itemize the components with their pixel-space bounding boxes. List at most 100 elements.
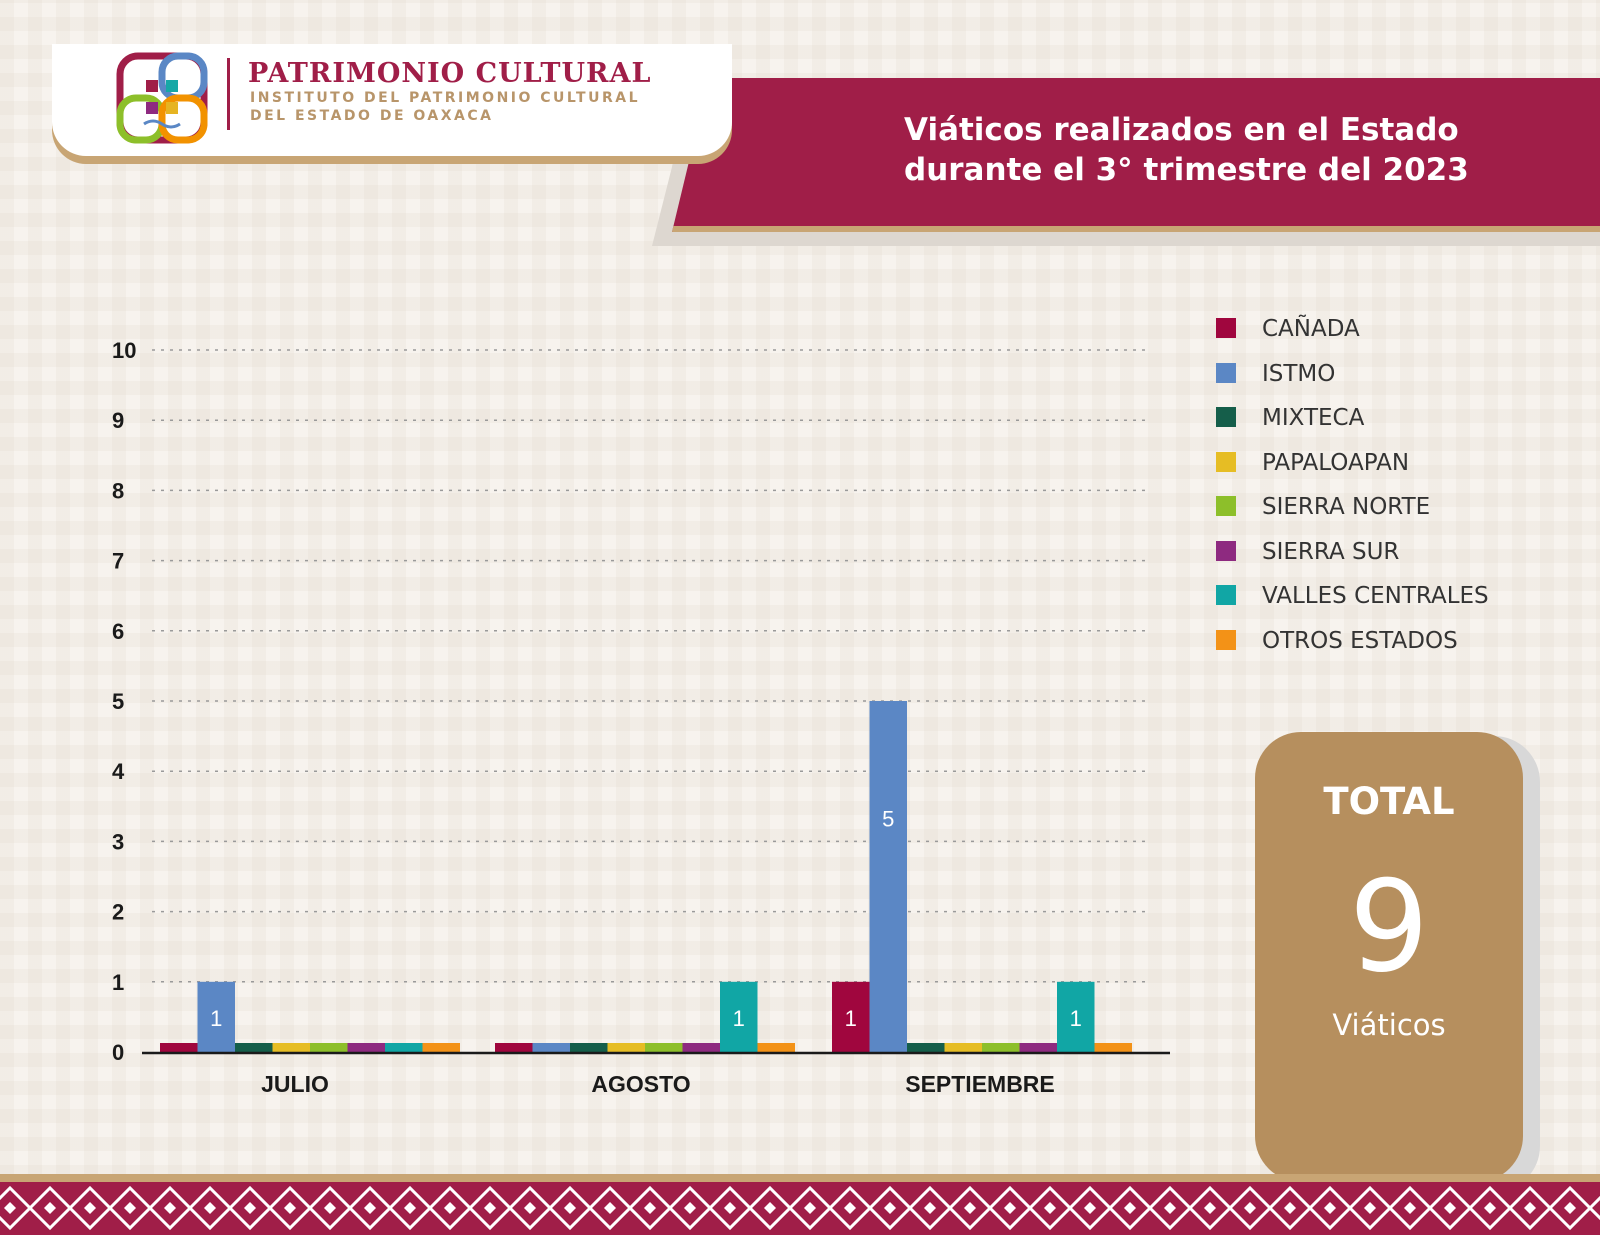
footer-diamond-core [44,1202,56,1214]
legend-label: VALLES CENTRALES [1262,583,1489,609]
bar-valles-centrales-julio [385,1043,423,1052]
total-card: TOTAL 9 Viáticos [1255,732,1523,1182]
bar-istmo-julio [197,981,235,1052]
footer-diamond-core [1484,1202,1496,1214]
footer-diamond-core [1564,1202,1576,1214]
footer-diamond-core [164,1202,176,1214]
footer-diamond-core [1364,1202,1376,1214]
oaxaca-emblem-icon [116,52,208,144]
footer-diamond-core [884,1202,896,1214]
bar-mixteca-agosto [570,1043,608,1052]
legend-swatch [1216,318,1236,338]
legend-label: PAPALOAPAN [1262,449,1410,476]
chart-title: Viáticos realizados en el Estado durante… [904,112,1469,188]
footer-diamond-core [964,1202,976,1214]
footer-diamond-core [1404,1202,1416,1214]
footer-diamond-core [324,1202,336,1214]
total-unit: Viáticos [1332,1008,1446,1042]
bar-istmo-septiembre [869,701,907,1052]
legend-label: SIERRA NORTE [1262,494,1431,520]
x-axis-labels: JULIO AGOSTO SEPTIEMBRE [261,1071,1055,1097]
x-tick-label-julio: JULIO [261,1071,329,1097]
y-tick-label: 10 [112,338,136,363]
x-tick-label-septiembre: SEPTIEMBRE [905,1071,1055,1097]
footer-diamond-core [364,1202,376,1214]
footer-diamond-core [1084,1202,1096,1214]
legend-swatch [1216,629,1236,650]
bar-data-label: 1 [1070,1006,1082,1031]
footer-diamond-core [684,1202,696,1214]
y-tick-label: 9 [112,408,124,433]
logo-subtitle-institute: INSTITUTO DEL PATRIMONIO CULTURAL [250,90,640,106]
chart-bars: 1 1 1 5 1 [160,701,1132,1052]
footer-diamond-core [1044,1202,1056,1214]
legend-label: MIXTECA [1262,405,1365,431]
legend-label: OTROS ESTADOS [1262,627,1458,654]
bar-papaloapan-agosto [607,1043,645,1052]
footer-diamond-core [444,1202,456,1214]
footer-diamond-core [1124,1202,1136,1214]
footer-diamond-core [1164,1202,1176,1214]
bar-otros-estados-septiembre [1094,1043,1132,1052]
footer-diamond-core [204,1202,216,1214]
footer-diamond-core [4,1202,16,1214]
y-tick-label: 0 [112,1040,124,1065]
bar-otros-estados-agosto [757,1043,795,1052]
bar-cañada-septiembre [832,981,870,1052]
title-banner: Viáticos realizados en el Estado durante… [672,78,1600,232]
y-tick-label: 7 [112,549,124,574]
bar-otros-estados-julio [422,1043,460,1052]
legend-label: CAÑADA [1262,316,1360,342]
bar-cañada-julio [160,1043,198,1052]
footer-diamond-core [1524,1202,1536,1214]
bar-sierra-sur-septiembre [1019,1043,1057,1052]
footer-diamond-core [924,1202,936,1214]
footer-diamond-core [804,1202,816,1214]
footer-diamond-core [604,1202,616,1214]
bar-mixteca-julio [235,1043,273,1052]
y-tick-label: 6 [112,619,124,644]
y-tick-label: 5 [112,689,124,714]
logo-divider [227,58,230,130]
footer-diamond-core [724,1202,736,1214]
y-axis-ticks: 0 1 2 3 4 5 6 7 8 9 10 [112,338,136,1065]
bar-data-label: 1 [733,1006,745,1031]
y-tick-label: 8 [112,478,124,503]
footer-diamond-core [84,1202,96,1214]
chart-gridlines [152,349,1150,983]
y-tick-label: 1 [112,970,124,995]
footer-diamond-core [1204,1202,1216,1214]
bar-sierra-sur-julio [347,1043,385,1052]
legend-swatch [1216,407,1236,427]
bar-sierra-sur-agosto [682,1043,720,1052]
bar-data-label: 1 [210,1006,222,1031]
bar-valles-centrales-septiembre [1057,981,1095,1052]
footer-diamond-core [644,1202,656,1214]
legend-swatch [1216,496,1236,516]
footer-diamond-core [404,1202,416,1214]
footer-diamond-core [484,1202,496,1214]
footer-diamond-core [1284,1202,1296,1214]
footer-diamond-core [524,1202,536,1214]
footer-diamond-core [1324,1202,1336,1214]
logo-subtitle-state: DEL ESTADO DE OAXACA [250,108,494,124]
y-tick-label: 3 [112,829,124,854]
total-label: TOTAL [1323,780,1455,823]
footer-diamond-core [1004,1202,1016,1214]
logo-card: PATRIMONIO CULTURAL INSTITUTO DEL PATRIM… [52,44,732,156]
footer-diamond-core [1444,1202,1456,1214]
y-tick-label: 4 [112,759,125,784]
bar-cañada-agosto [495,1043,533,1052]
legend-swatch [1216,451,1236,472]
footer-diamond-core [244,1202,256,1214]
legend-swatch [1216,362,1236,383]
legend-label: ISTMO [1262,360,1336,387]
legend-swatch [1216,540,1236,561]
legend-swatch [1216,585,1236,605]
y-tick-label: 2 [112,900,124,925]
footer-diamond-core [844,1202,856,1214]
x-tick-label-agosto: AGOSTO [591,1071,690,1097]
bar-data-label: 5 [882,807,894,832]
bar-sierra-norte-julio [310,1043,348,1052]
